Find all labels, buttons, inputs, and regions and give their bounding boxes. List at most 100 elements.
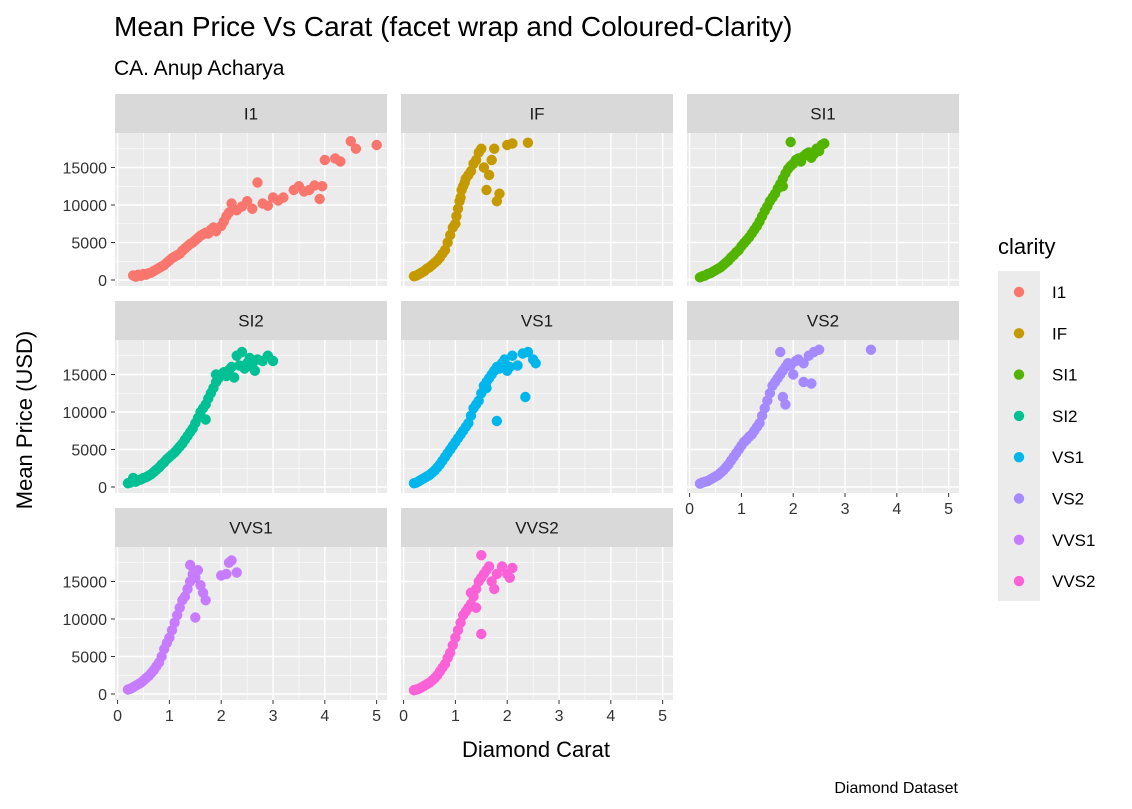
data-point: [221, 568, 232, 580]
legend-key-I1: [1013, 286, 1025, 298]
legend-label-IF: IF: [1052, 324, 1067, 343]
facet-strip: [401, 94, 673, 133]
x-tick-label: 4: [606, 708, 615, 725]
chart-subtitle: CA. Anup Acharya: [114, 57, 285, 80]
y-tick-label: 15000: [63, 575, 108, 592]
x-tick-label: 5: [944, 501, 953, 518]
data-point: [231, 567, 242, 578]
data-point: [249, 365, 261, 376]
facet-strip-label: I1: [244, 105, 258, 124]
legend-label-VVS1: VVS1: [1052, 531, 1095, 550]
x-tick-label: 2: [217, 708, 226, 725]
points-SI2: [122, 346, 279, 489]
data-point: [226, 361, 237, 373]
data-point: [210, 369, 222, 380]
facet-strip: [115, 301, 387, 340]
data-point: [819, 138, 830, 149]
data-point: [496, 561, 508, 572]
legend-key-VS1: [1013, 452, 1025, 463]
data-point: [865, 344, 877, 355]
x-tick-label: 2: [789, 501, 798, 518]
data-point: [350, 143, 362, 154]
legend-label-VVS2: VVS2: [1052, 572, 1095, 591]
data-point: [785, 136, 796, 148]
facet-panel-I1: I1 0 5000 10000 15000: [63, 94, 387, 290]
data-point: [478, 162, 490, 173]
y-tick-label: 5000: [71, 236, 107, 253]
panel-background: [401, 547, 673, 700]
data-point: [507, 138, 518, 149]
data-point: [228, 372, 240, 383]
x-tick-label: 3: [841, 501, 850, 518]
x-tick-label: 1: [165, 708, 174, 725]
legend-key-VS2: [1013, 493, 1025, 504]
facet-panel-IF: IF: [401, 94, 673, 286]
data-point: [780, 399, 791, 410]
facet-strip-label: VVS2: [515, 519, 558, 538]
data-point: [247, 203, 258, 214]
data-point: [309, 180, 320, 191]
facet-panel-SI1: SI1: [687, 94, 959, 286]
points-VS1: [408, 346, 541, 489]
data-point: [236, 346, 248, 358]
data-point: [507, 562, 518, 574]
data-point: [491, 415, 503, 427]
data-point: [481, 382, 492, 394]
data-point: [489, 583, 500, 595]
y-tick-label: 15000: [63, 161, 108, 178]
legend-key-IF: [1013, 328, 1025, 339]
data-point: [507, 350, 518, 361]
data-point: [200, 595, 211, 606]
facet-strip-label: SI1: [810, 105, 836, 124]
facet-panel-VVS2: VVS2 0 1 2 3 4 5: [399, 508, 673, 725]
legend-title: clarity: [998, 234, 1055, 259]
x-tick-label: 1: [451, 708, 460, 725]
points-I1: [127, 136, 382, 282]
facet-strip-label: VS1: [521, 312, 553, 331]
x-tick-label: 0: [685, 501, 694, 518]
legend-label-I1: I1: [1052, 283, 1066, 302]
y-tick-label: 10000: [63, 612, 108, 629]
legend-key-SI1: [1013, 369, 1025, 380]
y-tick-label: 5000: [71, 443, 107, 460]
y-tick-label: 5000: [71, 650, 107, 667]
facet-strip: [401, 301, 673, 340]
data-point: [813, 344, 825, 355]
x-tick-label: 3: [555, 708, 564, 725]
data-point: [476, 143, 487, 154]
data-point: [788, 369, 799, 380]
data-point: [371, 139, 382, 151]
x-tick-label: 2: [503, 708, 512, 725]
y-axis-title: Mean Price (USD): [12, 331, 37, 509]
facet-panel-VS2: VS2 0 1 2 3 4 5: [685, 301, 959, 518]
x-tick-label: 4: [892, 501, 901, 518]
data-point: [190, 612, 201, 623]
data-point: [483, 169, 495, 181]
points-VVS2: [408, 550, 518, 696]
data-point: [345, 136, 356, 147]
data-point: [520, 391, 531, 403]
data-point: [775, 346, 786, 358]
data-point: [481, 184, 492, 196]
data-point: [499, 354, 510, 365]
y-tick-label: 0: [98, 273, 107, 290]
data-point: [241, 196, 253, 207]
data-point: [777, 181, 789, 192]
x-axis-title: Diamond Carat: [462, 737, 610, 762]
data-point: [192, 565, 204, 576]
legend-label-VS1: VS1: [1052, 448, 1084, 467]
data-point: [512, 360, 523, 371]
legend-key-background: [998, 271, 1040, 601]
facet-strip-label: IF: [529, 105, 544, 124]
y-tick-label: 0: [98, 480, 107, 497]
facet-strip: [115, 508, 387, 547]
data-point: [530, 358, 541, 369]
data-point: [278, 192, 289, 203]
facet-strip: [687, 301, 959, 340]
facet-panel-SI2: SI2 0 5000 10000 15000: [63, 301, 387, 497]
legend-key-VVS1: [1013, 534, 1025, 545]
data-point: [200, 414, 211, 425]
data-point: [522, 137, 534, 148]
data-point: [319, 154, 331, 166]
